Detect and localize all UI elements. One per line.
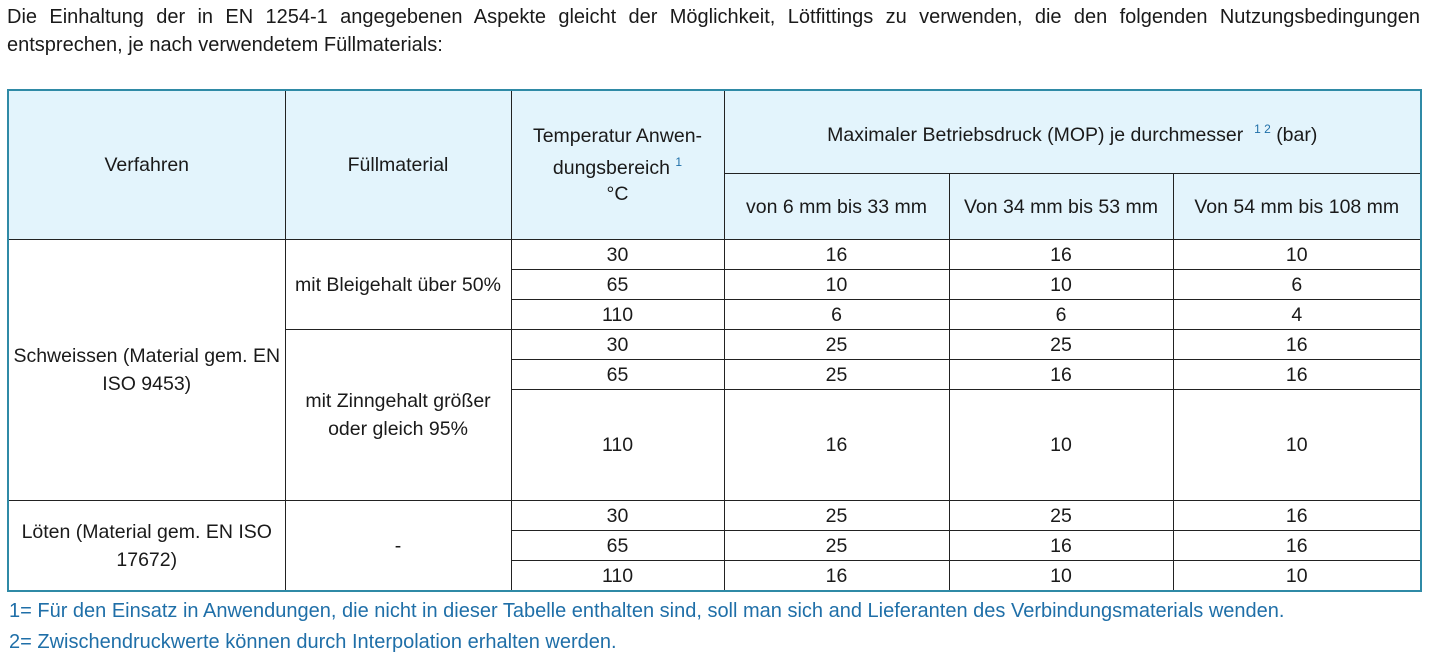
table-row: Löten (Material gem. EN ISO 17672) -30 25 2… bbox=[7, 500, 1422, 592]
table-row: 110 16 10 10 bbox=[8, 560, 1422, 592]
mop-cell: 25 bbox=[948, 329, 1174, 360]
temperature-cell: 110 bbox=[510, 389, 725, 501]
temperature-cell: 110 bbox=[510, 299, 725, 330]
header-diameter: Von 34 mm bis 53 mm bbox=[948, 173, 1174, 240]
temperature-cell: 30 bbox=[510, 500, 725, 531]
material-cell: mit Zinngehalt größer oder gleich 95% bbox=[284, 329, 512, 501]
header-fuellmaterial: Füllmaterial bbox=[284, 89, 512, 240]
mop-cell: 10 bbox=[1172, 389, 1422, 501]
pressure-table: Verfahren Füllmaterial Temperatur Anwen-… bbox=[7, 89, 1422, 592]
footnote-ref: 1 2 bbox=[1254, 122, 1271, 136]
mop-cell: 16 bbox=[1172, 500, 1422, 531]
footnote-ref: 1 bbox=[675, 155, 683, 169]
temperature-cell: 65 bbox=[510, 530, 725, 561]
mop-cell: 6 bbox=[948, 299, 1174, 330]
header-mop-label: Maximaler Betriebsdruck (MOP) je durchme… bbox=[827, 124, 1244, 146]
header-diameter: von 6 mm bis 33 mm bbox=[723, 173, 950, 240]
temperature-cell: 65 bbox=[510, 269, 725, 300]
header-mop: Maximaler Betriebsdruck (MOP) je durchme… bbox=[723, 89, 1422, 174]
table-row: 65 25 16 16 bbox=[8, 530, 1422, 561]
header-diameter: Von 54 mm bis 108 mm bbox=[1172, 173, 1422, 240]
verfahren-cell: Löten (Material gem. EN ISO 17672) bbox=[7, 500, 286, 592]
footnote-2: 2= Zwischendruckwerte können durch Inter… bbox=[9, 631, 617, 653]
mop-cell: 16 bbox=[948, 359, 1174, 390]
temperature-cell: 30 bbox=[510, 239, 725, 270]
mop-cell: 16 bbox=[1172, 329, 1422, 360]
footnote-1: 1= Für den Einsatz in Anwendungen, die n… bbox=[9, 600, 1285, 622]
mop-cell: 25 bbox=[723, 329, 950, 360]
mop-cell: 10 bbox=[1172, 239, 1422, 270]
header-temperatur-label: Temperatur Anwen-dungsbereich bbox=[532, 125, 703, 179]
table-row: Schweissen (Material gem. EN ISO 9453) mi… bbox=[7, 239, 1422, 501]
mop-cell: 16 bbox=[723, 389, 950, 501]
mop-cell: 10 bbox=[948, 560, 1174, 592]
header-temperatur: Temperatur Anwen-dungsbereich 1 °C bbox=[510, 89, 725, 240]
temperature-cell: 65 bbox=[510, 359, 725, 390]
mop-cell: 16 bbox=[723, 560, 950, 592]
intro-paragraph: Die Einhaltung der in EN 1254-1 angegebe… bbox=[7, 6, 1420, 56]
table-row: 110 16 10 10 bbox=[8, 389, 1422, 501]
temperature-cell: 110 bbox=[510, 560, 725, 592]
mop-cell: 16 bbox=[723, 239, 950, 270]
mop-cell: 10 bbox=[948, 269, 1174, 300]
table-row: 65 10 10 6 bbox=[8, 269, 1422, 300]
mop-cell: 6 bbox=[1172, 269, 1422, 300]
mop-cell: 25 bbox=[723, 500, 950, 531]
mop-cell: 10 bbox=[1172, 560, 1422, 592]
table-row: mit Zinngehalt größer oder gleich 95% 30 2… bbox=[8, 329, 1422, 501]
verfahren-cell: Schweissen (Material gem. EN ISO 9453) bbox=[7, 239, 286, 501]
mop-cell: 16 bbox=[948, 239, 1174, 270]
mop-cell: 16 bbox=[1172, 359, 1422, 390]
mop-cell: 16 bbox=[948, 530, 1174, 561]
mop-cell: 16 bbox=[1172, 530, 1422, 561]
header-mop-unit: (bar) bbox=[1276, 124, 1318, 146]
mop-cell: 6 bbox=[723, 299, 950, 330]
mop-cell: 25 bbox=[723, 359, 950, 390]
header-temperatur-unit: °C bbox=[606, 183, 629, 205]
mop-cell: 25 bbox=[948, 500, 1174, 531]
header-verfahren: Verfahren bbox=[7, 89, 286, 240]
material-cell: mit Bleigehalt über 50% bbox=[284, 239, 512, 330]
temperature-cell: 30 bbox=[510, 329, 725, 360]
mop-cell: 25 bbox=[723, 530, 950, 561]
mop-cell: 4 bbox=[1172, 299, 1422, 330]
mop-cell: 10 bbox=[723, 269, 950, 300]
mop-cell: 10 bbox=[948, 389, 1174, 501]
table-row: 65 25 16 16 bbox=[8, 359, 1422, 390]
material-cell: - bbox=[284, 500, 512, 592]
